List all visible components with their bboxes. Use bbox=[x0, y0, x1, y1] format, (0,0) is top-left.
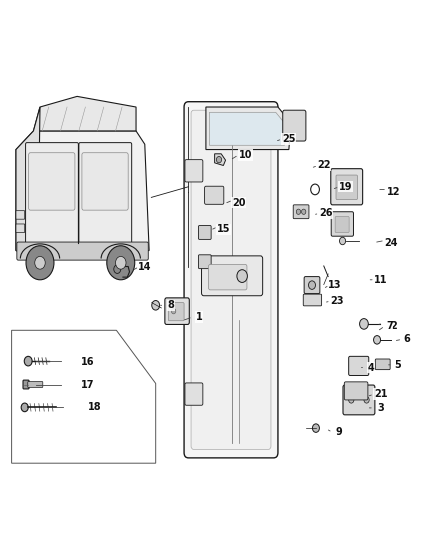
Text: 12: 12 bbox=[387, 187, 400, 197]
FancyBboxPatch shape bbox=[304, 277, 320, 294]
FancyBboxPatch shape bbox=[16, 211, 25, 219]
FancyBboxPatch shape bbox=[331, 168, 363, 205]
FancyBboxPatch shape bbox=[198, 225, 211, 239]
FancyBboxPatch shape bbox=[168, 303, 184, 321]
FancyBboxPatch shape bbox=[343, 385, 375, 415]
Text: 9: 9 bbox=[336, 427, 343, 438]
Text: 5: 5 bbox=[395, 360, 401, 370]
FancyBboxPatch shape bbox=[201, 256, 263, 296]
Polygon shape bbox=[209, 112, 287, 146]
Text: 23: 23 bbox=[330, 296, 344, 306]
Text: 3: 3 bbox=[377, 403, 384, 413]
Text: 2: 2 bbox=[390, 321, 397, 331]
FancyBboxPatch shape bbox=[16, 224, 25, 232]
FancyBboxPatch shape bbox=[198, 255, 211, 269]
Text: 14: 14 bbox=[138, 262, 152, 271]
FancyBboxPatch shape bbox=[336, 175, 357, 199]
FancyBboxPatch shape bbox=[82, 153, 128, 210]
FancyBboxPatch shape bbox=[344, 382, 368, 400]
FancyBboxPatch shape bbox=[184, 102, 278, 458]
FancyBboxPatch shape bbox=[17, 242, 148, 260]
Circle shape bbox=[360, 319, 368, 329]
Circle shape bbox=[308, 281, 315, 289]
FancyBboxPatch shape bbox=[283, 110, 306, 141]
Circle shape bbox=[374, 336, 381, 344]
Text: 4: 4 bbox=[367, 362, 374, 373]
FancyBboxPatch shape bbox=[331, 212, 353, 236]
Circle shape bbox=[339, 237, 346, 245]
FancyBboxPatch shape bbox=[375, 359, 390, 369]
FancyBboxPatch shape bbox=[25, 143, 78, 244]
FancyBboxPatch shape bbox=[208, 264, 247, 290]
Circle shape bbox=[35, 256, 45, 269]
Circle shape bbox=[237, 270, 247, 282]
Text: 21: 21 bbox=[374, 389, 387, 399]
FancyBboxPatch shape bbox=[349, 357, 369, 375]
Text: 15: 15 bbox=[217, 224, 230, 235]
FancyBboxPatch shape bbox=[28, 382, 43, 387]
Circle shape bbox=[26, 246, 54, 280]
Polygon shape bbox=[16, 107, 40, 261]
FancyBboxPatch shape bbox=[185, 160, 203, 182]
Text: 24: 24 bbox=[385, 238, 398, 247]
Circle shape bbox=[216, 157, 222, 163]
FancyBboxPatch shape bbox=[28, 153, 75, 210]
Text: 13: 13 bbox=[328, 280, 342, 290]
Text: 17: 17 bbox=[81, 379, 95, 390]
Circle shape bbox=[152, 301, 159, 310]
Text: 6: 6 bbox=[403, 334, 410, 344]
Circle shape bbox=[116, 256, 126, 269]
Polygon shape bbox=[16, 131, 149, 251]
Polygon shape bbox=[215, 154, 226, 165]
FancyBboxPatch shape bbox=[293, 205, 309, 219]
Text: 18: 18 bbox=[88, 402, 101, 413]
Text: 11: 11 bbox=[374, 275, 387, 285]
Text: 8: 8 bbox=[168, 300, 174, 310]
Circle shape bbox=[24, 357, 32, 366]
FancyBboxPatch shape bbox=[303, 294, 321, 306]
Text: 7: 7 bbox=[386, 321, 392, 331]
Circle shape bbox=[171, 309, 176, 314]
Text: 1: 1 bbox=[196, 312, 203, 322]
Text: 19: 19 bbox=[339, 182, 352, 192]
Circle shape bbox=[107, 246, 135, 280]
Polygon shape bbox=[33, 96, 136, 131]
FancyBboxPatch shape bbox=[23, 380, 29, 389]
Circle shape bbox=[364, 397, 369, 403]
Text: 10: 10 bbox=[238, 150, 252, 160]
Circle shape bbox=[312, 424, 319, 432]
Text: 25: 25 bbox=[282, 134, 296, 144]
FancyBboxPatch shape bbox=[165, 298, 189, 325]
FancyBboxPatch shape bbox=[335, 216, 349, 232]
Text: 16: 16 bbox=[81, 357, 95, 367]
Circle shape bbox=[349, 397, 354, 403]
Circle shape bbox=[301, 209, 306, 214]
Text: 20: 20 bbox=[232, 198, 245, 208]
Circle shape bbox=[296, 209, 300, 214]
Text: 26: 26 bbox=[319, 208, 333, 219]
Polygon shape bbox=[206, 107, 291, 150]
Text: 22: 22 bbox=[317, 160, 331, 171]
FancyBboxPatch shape bbox=[79, 143, 132, 244]
FancyBboxPatch shape bbox=[185, 383, 203, 405]
FancyBboxPatch shape bbox=[191, 110, 271, 449]
FancyBboxPatch shape bbox=[205, 186, 224, 204]
Circle shape bbox=[21, 403, 28, 411]
